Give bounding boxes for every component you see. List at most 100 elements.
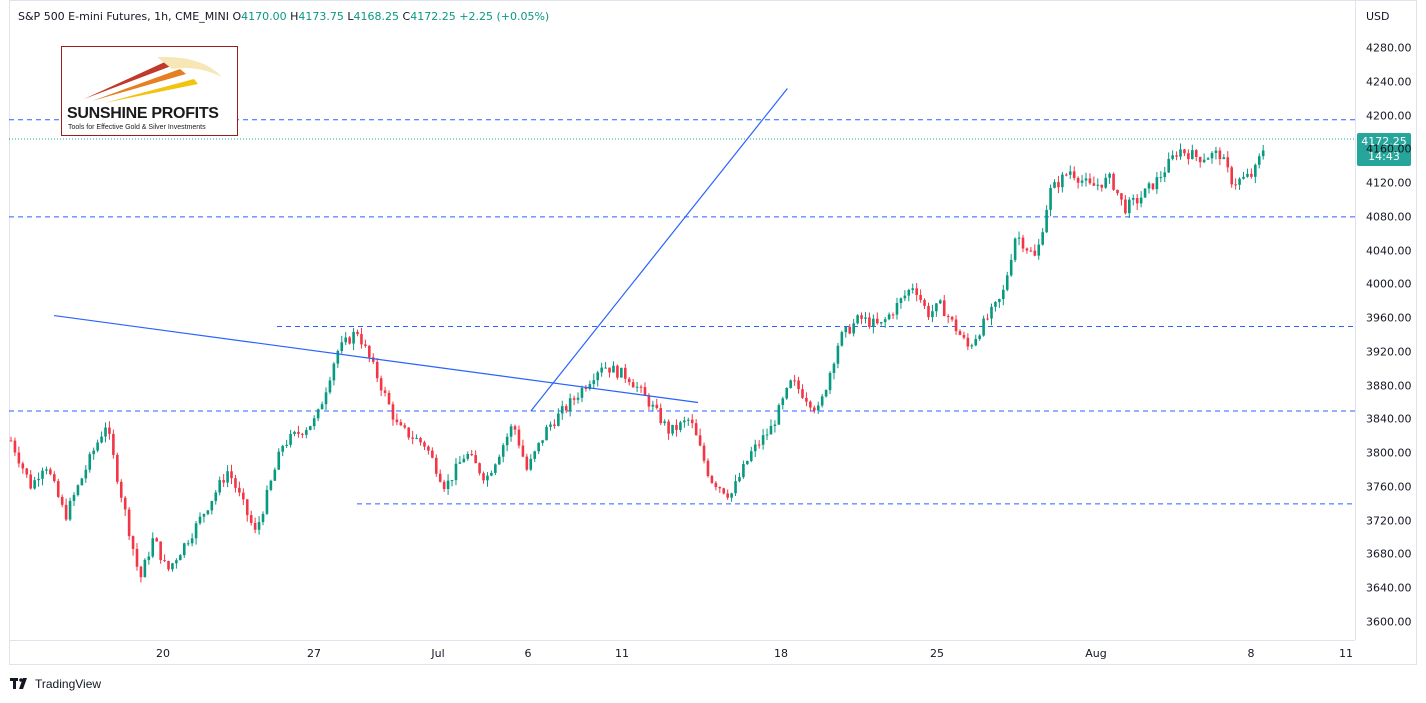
candle-body — [352, 331, 355, 344]
y-tick-label: 3880.00 — [1366, 379, 1412, 393]
candle-body — [222, 480, 225, 483]
candle-body — [714, 482, 718, 488]
candle-body — [360, 334, 363, 345]
candle-body — [608, 367, 611, 373]
candle-body — [616, 365, 619, 378]
candle-body — [931, 311, 934, 318]
candle-body — [537, 442, 540, 452]
candle-body — [596, 372, 600, 381]
candle-body — [1108, 173, 1111, 178]
candle-body — [848, 326, 852, 334]
candle-body — [836, 345, 840, 364]
candle-body — [950, 316, 954, 320]
candle-body — [415, 438, 418, 440]
candle-body — [1261, 150, 1265, 157]
candle-body — [525, 456, 529, 470]
candle-body — [179, 555, 182, 561]
candle-body — [21, 463, 25, 469]
candle-body — [816, 405, 820, 411]
tradingview-logo-icon — [10, 678, 27, 689]
time-axis[interactable] — [9, 640, 1355, 666]
open-value: 4170.00 — [241, 10, 287, 23]
candle-body — [541, 440, 544, 443]
y-tick-label: 4160.00 — [1366, 142, 1412, 156]
candle-body — [801, 389, 804, 398]
candle-body — [576, 397, 580, 400]
x-tick-label: Jul — [431, 647, 445, 660]
candle-body — [1210, 152, 1214, 159]
tradingview-brand[interactable]: TradingView — [10, 677, 101, 691]
candle-body — [1033, 250, 1037, 256]
candle-body — [214, 492, 218, 501]
candle-body — [769, 425, 773, 435]
candle-body — [639, 386, 643, 388]
candle-body — [29, 474, 32, 489]
candle-body — [860, 315, 863, 319]
candle-body — [53, 474, 56, 482]
candle-body — [887, 314, 891, 320]
candle-body — [171, 563, 174, 570]
price-axis[interactable] — [1355, 0, 1418, 640]
candle-body — [1096, 184, 1100, 186]
candle-body — [560, 406, 564, 414]
candle-body — [135, 548, 139, 567]
candle-body — [694, 423, 698, 436]
candle-body — [324, 392, 328, 405]
x-tick-label: Aug — [1085, 647, 1107, 660]
candle-body — [730, 493, 733, 498]
y-tick-label: 3760.00 — [1366, 480, 1412, 494]
candle-body — [399, 422, 403, 426]
candle-body — [1045, 209, 1048, 233]
candle-body — [946, 316, 950, 318]
candle-body — [1037, 244, 1041, 256]
candle-body — [1198, 156, 1202, 163]
trendline-2 — [530, 88, 788, 412]
last-price-value: 4172.25 — [1361, 135, 1407, 148]
candle-body — [911, 288, 915, 290]
candle-body — [1025, 248, 1029, 251]
candle-body — [509, 426, 513, 437]
candle-body — [832, 363, 836, 373]
candle-body — [844, 326, 848, 333]
candle-body — [147, 556, 151, 560]
candle-body — [722, 488, 726, 494]
candle-body — [746, 460, 749, 465]
candle-body — [100, 436, 103, 443]
candle-body — [1120, 193, 1123, 200]
candle-body — [226, 471, 229, 483]
candle-body — [501, 445, 505, 457]
candle-body — [1183, 149, 1186, 154]
candle-body — [659, 408, 663, 424]
candle-body — [127, 509, 131, 537]
candle-body — [1002, 289, 1005, 300]
candle-body — [812, 407, 816, 411]
candle-body — [454, 463, 458, 481]
candle-body — [891, 314, 895, 316]
candle-body — [474, 455, 477, 464]
candle-body — [442, 481, 446, 489]
price-plot[interactable] — [9, 0, 1355, 640]
candle-body — [572, 398, 576, 400]
candle-body — [194, 523, 198, 539]
y-tick-label: 3960.00 — [1366, 311, 1412, 325]
candle-body — [1065, 174, 1068, 176]
candle-body — [305, 429, 308, 435]
candle-body — [580, 387, 584, 398]
candle-body — [789, 380, 792, 388]
candle-body — [478, 463, 481, 474]
candle-body — [64, 504, 68, 520]
candle-body — [545, 426, 548, 441]
candle-body — [1175, 155, 1178, 157]
candle-body — [706, 460, 710, 476]
close-value: 4172.25 — [410, 10, 456, 23]
y-tick-label: 4240.00 — [1366, 75, 1412, 89]
candle-body — [446, 480, 450, 489]
x-tick-label: 11 — [615, 647, 629, 660]
candle-body — [494, 464, 497, 473]
candle-body — [182, 543, 186, 556]
candle-body — [868, 317, 871, 327]
candle-body — [9, 440, 13, 442]
candle-body — [820, 396, 824, 406]
candle-body — [1194, 150, 1198, 157]
candle-body — [1013, 238, 1017, 260]
